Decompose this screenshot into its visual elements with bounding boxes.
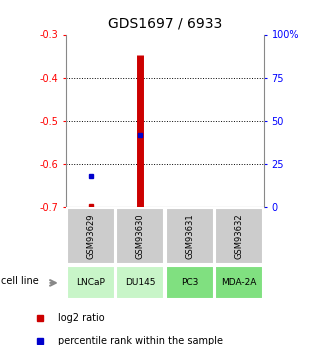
Bar: [67, 266, 115, 299]
Bar: [166, 208, 214, 265]
Bar: [215, 266, 263, 299]
Text: GSM93631: GSM93631: [185, 214, 194, 259]
Text: GSM93632: GSM93632: [235, 214, 244, 259]
Bar: [116, 208, 164, 265]
Text: GSM93629: GSM93629: [86, 214, 95, 259]
Bar: [67, 208, 115, 265]
Text: PC3: PC3: [181, 278, 198, 287]
Text: LNCaP: LNCaP: [76, 278, 105, 287]
Text: GSM93630: GSM93630: [136, 214, 145, 259]
Bar: [215, 208, 263, 265]
Title: GDS1697 / 6933: GDS1697 / 6933: [108, 17, 222, 31]
Text: MDA-2A: MDA-2A: [221, 278, 257, 287]
Text: log2 ratio: log2 ratio: [58, 313, 105, 323]
Bar: [166, 266, 214, 299]
Bar: [116, 266, 164, 299]
Text: cell line: cell line: [1, 276, 39, 286]
Text: percentile rank within the sample: percentile rank within the sample: [58, 336, 223, 345]
Text: DU145: DU145: [125, 278, 155, 287]
